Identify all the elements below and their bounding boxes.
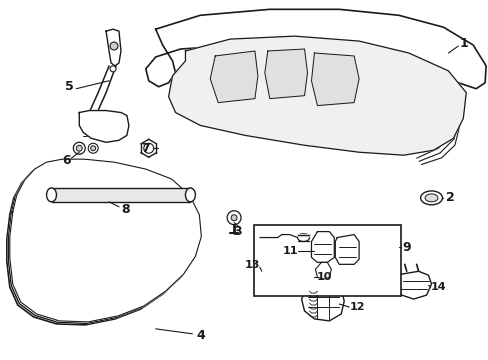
Polygon shape	[210, 51, 257, 103]
Circle shape	[73, 142, 85, 154]
Ellipse shape	[424, 194, 437, 202]
Circle shape	[231, 215, 237, 221]
Polygon shape	[315, 262, 331, 279]
Polygon shape	[145, 9, 485, 89]
Text: 1: 1	[459, 37, 468, 50]
Ellipse shape	[46, 188, 56, 202]
Text: 9: 9	[402, 241, 410, 254]
Polygon shape	[106, 29, 121, 66]
Circle shape	[110, 42, 118, 50]
Text: 13: 13	[244, 260, 259, 270]
Circle shape	[76, 145, 82, 151]
Circle shape	[143, 143, 153, 153]
Bar	[253, 225, 400, 296]
Polygon shape	[301, 284, 344, 321]
Polygon shape	[311, 231, 334, 262]
Polygon shape	[264, 49, 307, 99]
Circle shape	[90, 146, 96, 151]
Polygon shape	[168, 36, 466, 155]
Text: 3: 3	[232, 225, 241, 238]
Text: 7: 7	[141, 142, 150, 155]
Text: 10: 10	[316, 272, 331, 282]
Text: 5: 5	[65, 80, 74, 93]
Polygon shape	[10, 159, 201, 322]
Polygon shape	[7, 162, 198, 325]
Ellipse shape	[297, 234, 309, 242]
Circle shape	[304, 274, 310, 281]
Text: 8: 8	[122, 203, 130, 216]
Text: 6: 6	[62, 154, 71, 167]
Polygon shape	[396, 271, 431, 299]
Polygon shape	[8, 161, 200, 323]
Circle shape	[88, 143, 98, 153]
Text: 14: 14	[430, 282, 446, 292]
Ellipse shape	[185, 188, 195, 202]
Circle shape	[226, 211, 241, 225]
Text: 12: 12	[348, 302, 364, 312]
Polygon shape	[79, 111, 129, 142]
Ellipse shape	[420, 191, 442, 205]
Text: 2: 2	[445, 192, 454, 204]
Polygon shape	[311, 53, 358, 105]
Text: 4: 4	[196, 329, 204, 342]
Circle shape	[110, 66, 116, 72]
Polygon shape	[335, 235, 358, 264]
Bar	[51, 188, 190, 202]
Text: 11: 11	[283, 247, 298, 256]
